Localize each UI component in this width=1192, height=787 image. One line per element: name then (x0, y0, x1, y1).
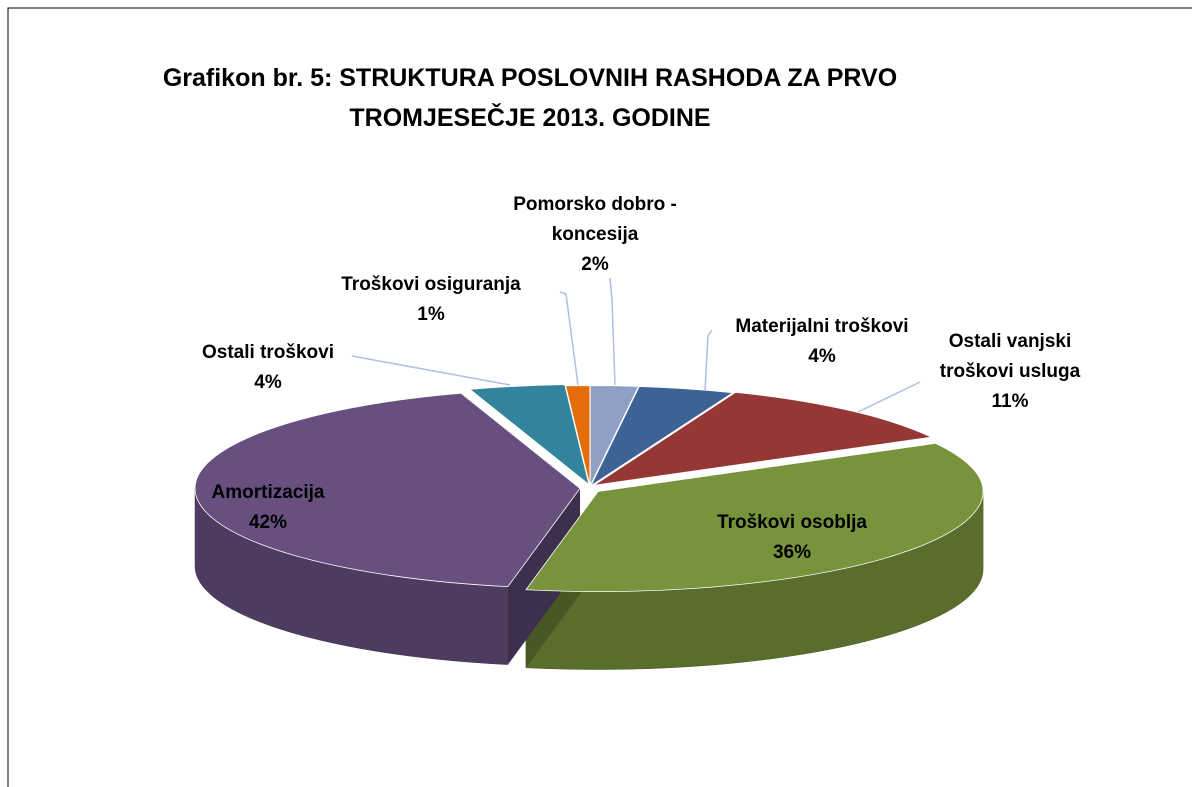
pie-slice (590, 386, 734, 487)
value-label: 4% (808, 346, 836, 367)
category-label: Materijalni troškovi (735, 316, 909, 337)
value-label: 11% (991, 391, 1029, 412)
pie-slice (194, 392, 581, 588)
value-label: 1% (417, 304, 445, 325)
category-label: Pomorsko dobro - koncesija (513, 194, 677, 245)
data-label: Ostali vanjski troškovi usluga 11% (925, 327, 1095, 417)
data-label: Pomorsko dobro - koncesija 2% (485, 190, 705, 280)
value-label: 4% (254, 372, 282, 393)
pie-slice (593, 391, 933, 486)
chart-title: Grafikon br. 5: STRUKTURA POSLOVNIH RASH… (162, 64, 898, 132)
pie-slice (468, 384, 590, 486)
leader-lines (351, 277, 921, 413)
data-label: Troškovi osoblja 36% (672, 508, 912, 568)
value-label: 42% (248, 512, 288, 533)
data-label: Amortizacija 42% (168, 478, 368, 538)
pie-slice (525, 442, 984, 592)
frame (7, 7, 1192, 787)
category-label: Ostali vanjski troškovi usluga (939, 331, 1081, 382)
pie-slice (565, 385, 591, 486)
category-label: Troškovi osoblja (717, 512, 867, 533)
category-label: Ostali troškovi (202, 342, 334, 363)
data-label: Troškovi osiguranja 1% (311, 270, 551, 330)
value-label: 36% (772, 542, 812, 563)
category-label: Troškovi osiguranja (341, 274, 521, 295)
data-label: Ostali troškovi 4% (168, 338, 368, 398)
category-label: Amortizacija (211, 482, 325, 503)
data-label: Materijalni troškovi 4% (702, 312, 942, 372)
pie-tops (194, 384, 984, 592)
value-label: 2% (581, 254, 609, 275)
